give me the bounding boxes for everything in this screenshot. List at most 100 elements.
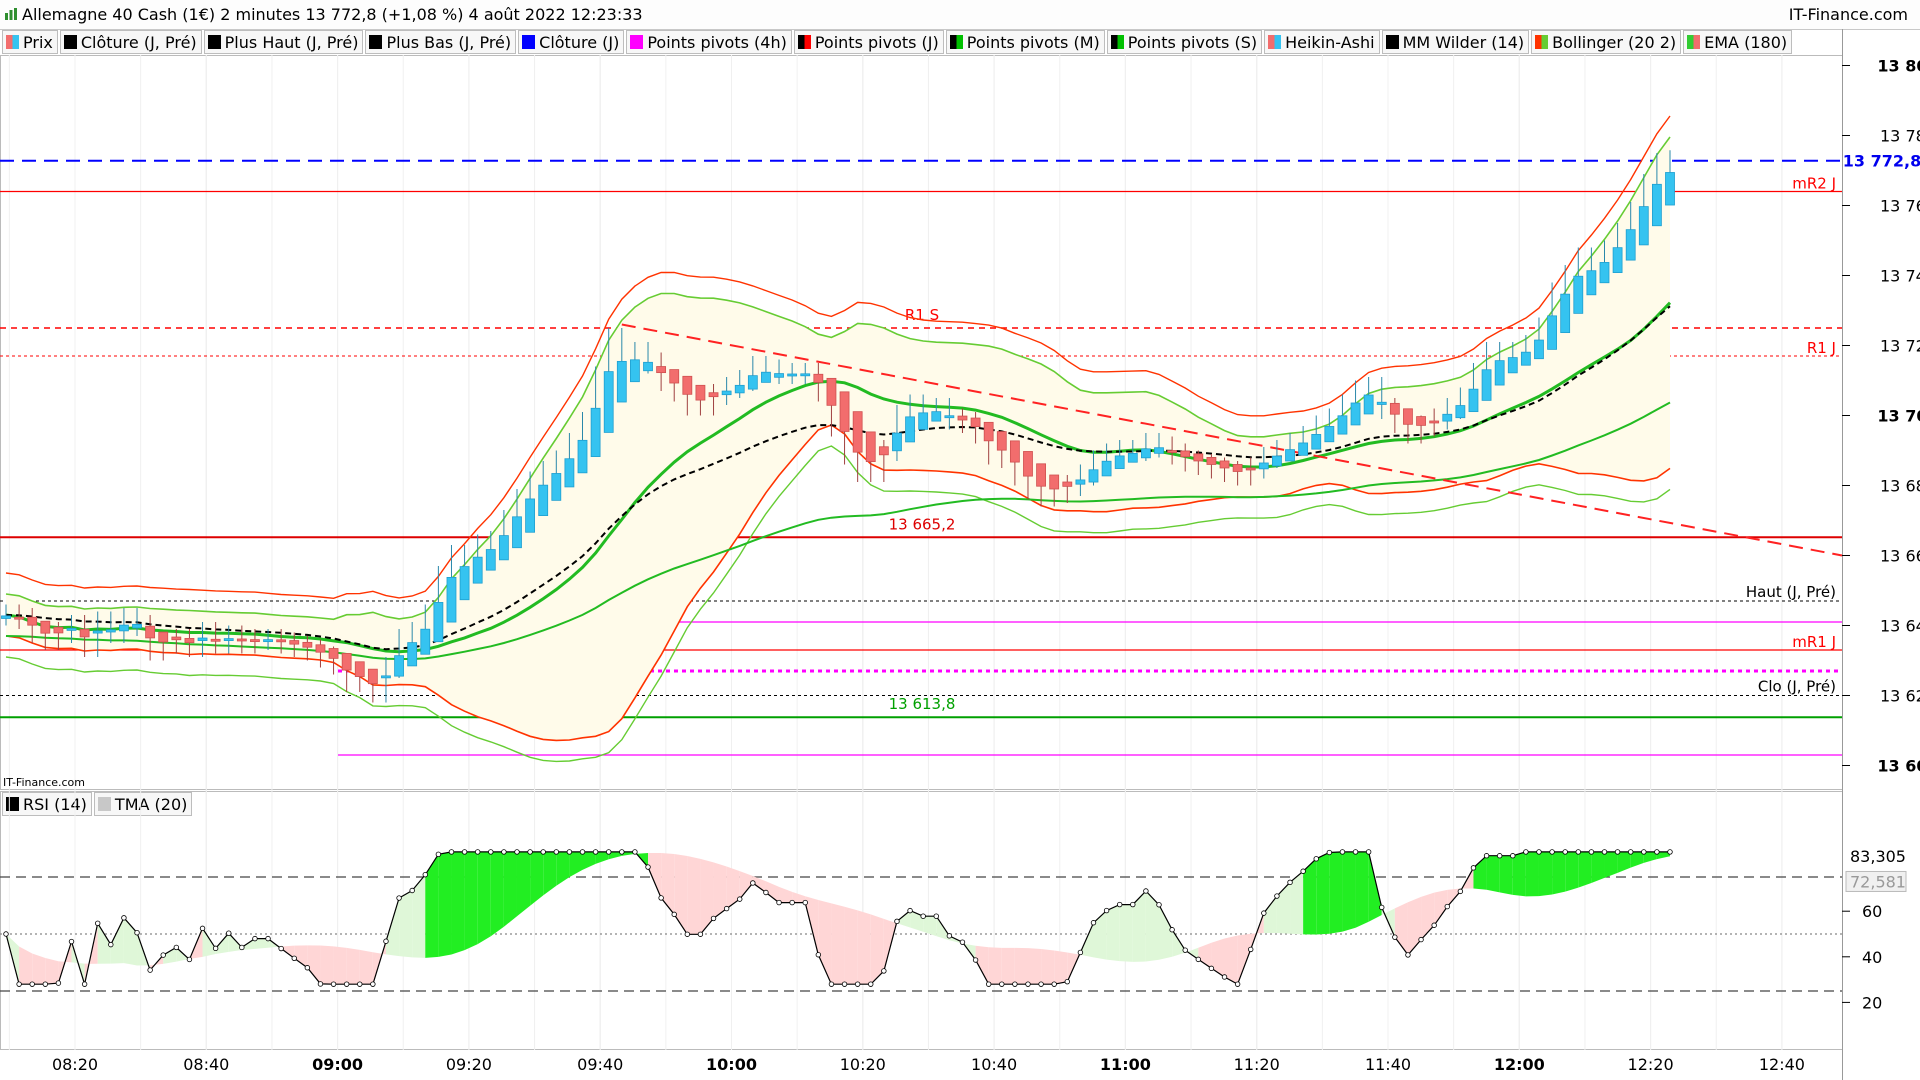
rsi-point [514, 849, 520, 855]
candle-body [105, 629, 116, 633]
rsi-fill [1643, 851, 1657, 863]
rsi-legend-item-0[interactable]: RSI (14) [2, 792, 92, 816]
rsi-fill [1434, 889, 1448, 926]
rsi-fill [1486, 855, 1500, 893]
rsi-fill [451, 851, 465, 955]
time-tick-label: 11:20 [1234, 1055, 1280, 1074]
tma-current-box [1845, 870, 1907, 892]
rsi-fill [765, 881, 780, 903]
price-tick-label: 13 780 [1880, 127, 1920, 146]
rsi-point [212, 945, 219, 952]
legend-item-8[interactable]: Points pivots (S) [1106, 30, 1263, 54]
candle-body [66, 627, 77, 631]
candle [577, 412, 588, 474]
rsi-point [186, 956, 193, 963]
candle [512, 489, 522, 549]
legend-item-2[interactable]: Plus Haut (J, Pré) [203, 30, 364, 54]
candle [1665, 150, 1675, 206]
rsi-fill [110, 917, 124, 964]
rsi-point [16, 981, 22, 987]
candle-body [525, 498, 535, 533]
legend-item-10[interactable]: MM Wilder (14) [1381, 30, 1530, 54]
legend-item-5[interactable]: Points pivots (4h) [626, 30, 792, 54]
rsi-point [1012, 981, 1018, 987]
rsi-tick-label: 20 [1862, 993, 1882, 1012]
legend-item-11[interactable]: Bollinger (20 2) [1531, 30, 1682, 54]
time-tick-label: 09:40 [577, 1055, 623, 1074]
candle [1599, 240, 1610, 284]
rsi-point [540, 849, 546, 855]
rsi-legend-item-1[interactable]: TMA (20) [93, 792, 193, 816]
rsi-point [828, 981, 835, 987]
rsi-fill [661, 852, 675, 915]
legend-label: Clôture (J, Pré) [80, 32, 197, 52]
rsi-point [959, 939, 966, 945]
legend-item-1[interactable]: Clôture (J, Pré) [59, 30, 202, 54]
legend-item-0[interactable]: Prix [2, 30, 58, 54]
candle-body [367, 668, 378, 685]
legend-label: MM Wilder (14) [1402, 32, 1525, 52]
rsi-point [619, 849, 625, 855]
candle [171, 629, 182, 654]
rsi-fill [385, 898, 400, 957]
rsi-fill [320, 945, 334, 985]
rsi-point [907, 907, 913, 914]
rsi-point [68, 938, 75, 945]
candle [839, 391, 850, 465]
candle [1455, 387, 1466, 419]
rsi-fill [896, 910, 911, 928]
candle-body [1560, 293, 1571, 334]
candle [865, 431, 876, 482]
legend-item-3[interactable]: Plus Bas (J, Pré) [365, 30, 517, 54]
legend-item-4[interactable]: Clôture (J) [518, 30, 625, 54]
candle [708, 384, 719, 416]
rsi-fill [294, 945, 308, 968]
rsi-fill [1578, 851, 1592, 888]
rsi-point [1274, 893, 1280, 899]
candle [1141, 433, 1151, 461]
candle-body [787, 373, 798, 377]
candle-body [328, 648, 339, 659]
rsi-point [1392, 934, 1398, 940]
rsi-point [1352, 849, 1359, 855]
candle-body [250, 639, 260, 643]
tma-current-label: 72,581 [1850, 872, 1906, 891]
legend-label: Plus Haut (J, Pré) [224, 32, 359, 52]
level-label: 13 613,8 [889, 695, 956, 713]
candle-body [1075, 479, 1086, 485]
candle-body [682, 375, 693, 395]
rsi-point [1130, 901, 1136, 908]
candle [747, 356, 758, 391]
candle-body [276, 639, 287, 643]
time-tick-label: 08:40 [183, 1055, 229, 1074]
candle-body [1416, 416, 1426, 426]
rsi-point [1038, 981, 1044, 987]
candle-body [498, 535, 509, 561]
candle-body [1272, 455, 1282, 467]
legend-item-6[interactable]: Points pivots (J) [793, 30, 944, 54]
rsi-point [1431, 922, 1437, 928]
legend-item-7[interactable]: Points pivots (M) [945, 30, 1105, 54]
rsi-fill [713, 862, 727, 919]
rsi-point [1536, 849, 1542, 855]
rsi-fill [412, 874, 426, 958]
candle-body [197, 637, 208, 641]
price-tick-label: 13 800 [1877, 57, 1920, 76]
candle [1534, 317, 1544, 360]
rsi-point [357, 981, 363, 987]
legend-item-9[interactable]: Heikin-Ashi [1264, 30, 1380, 54]
rsi-fill [1407, 896, 1422, 955]
candle [132, 608, 142, 636]
rsi-fill [1656, 851, 1670, 860]
candle-body [983, 421, 994, 442]
candle-body [1520, 351, 1531, 366]
rsi-point [1562, 849, 1568, 855]
candle [1547, 282, 1557, 350]
candle-body [171, 636, 182, 641]
candle-body [931, 411, 942, 422]
candle-body [996, 431, 1007, 451]
legend-item-12[interactable]: EMA (180) [1683, 30, 1793, 54]
rsi-point [1588, 849, 1595, 855]
candle [328, 646, 339, 675]
